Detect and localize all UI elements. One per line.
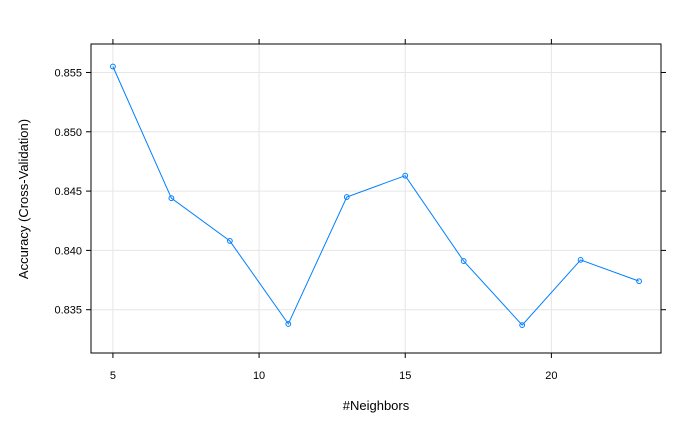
- x-axis-title: #Neighbors: [343, 398, 410, 413]
- x-tick-label: 15: [399, 370, 411, 382]
- series-line: [112, 66, 640, 326]
- grid: [91, 44, 661, 353]
- data-point: [285, 321, 292, 327]
- data-point: [519, 322, 526, 329]
- x-tick-label: 5: [110, 370, 116, 382]
- x-tick-label: 10: [253, 370, 265, 382]
- x-tick-label: 20: [545, 370, 557, 382]
- data-point: [402, 172, 409, 179]
- y-tick-label: 0.840: [54, 245, 82, 257]
- data-point: [168, 195, 175, 202]
- data-point: [343, 194, 350, 200]
- series-layer: [110, 63, 642, 329]
- y-axis-title: Accuracy (Cross-Validation): [16, 119, 31, 279]
- data-point: [110, 63, 116, 70]
- data-point: [226, 238, 233, 244]
- y-tick-label: 0.835: [54, 305, 82, 317]
- data-point: [577, 256, 584, 263]
- plot-panel: [90, 43, 662, 354]
- axis-ticks: 5 10 15 20 0.835 0.840 0.845 0.850 0.855: [54, 39, 666, 382]
- data-point: [460, 258, 467, 264]
- y-tick-label: 0.850: [54, 127, 82, 139]
- y-tick-label: 0.855: [54, 67, 82, 79]
- y-tick-label: 0.845: [54, 186, 82, 198]
- data-point: [636, 278, 642, 285]
